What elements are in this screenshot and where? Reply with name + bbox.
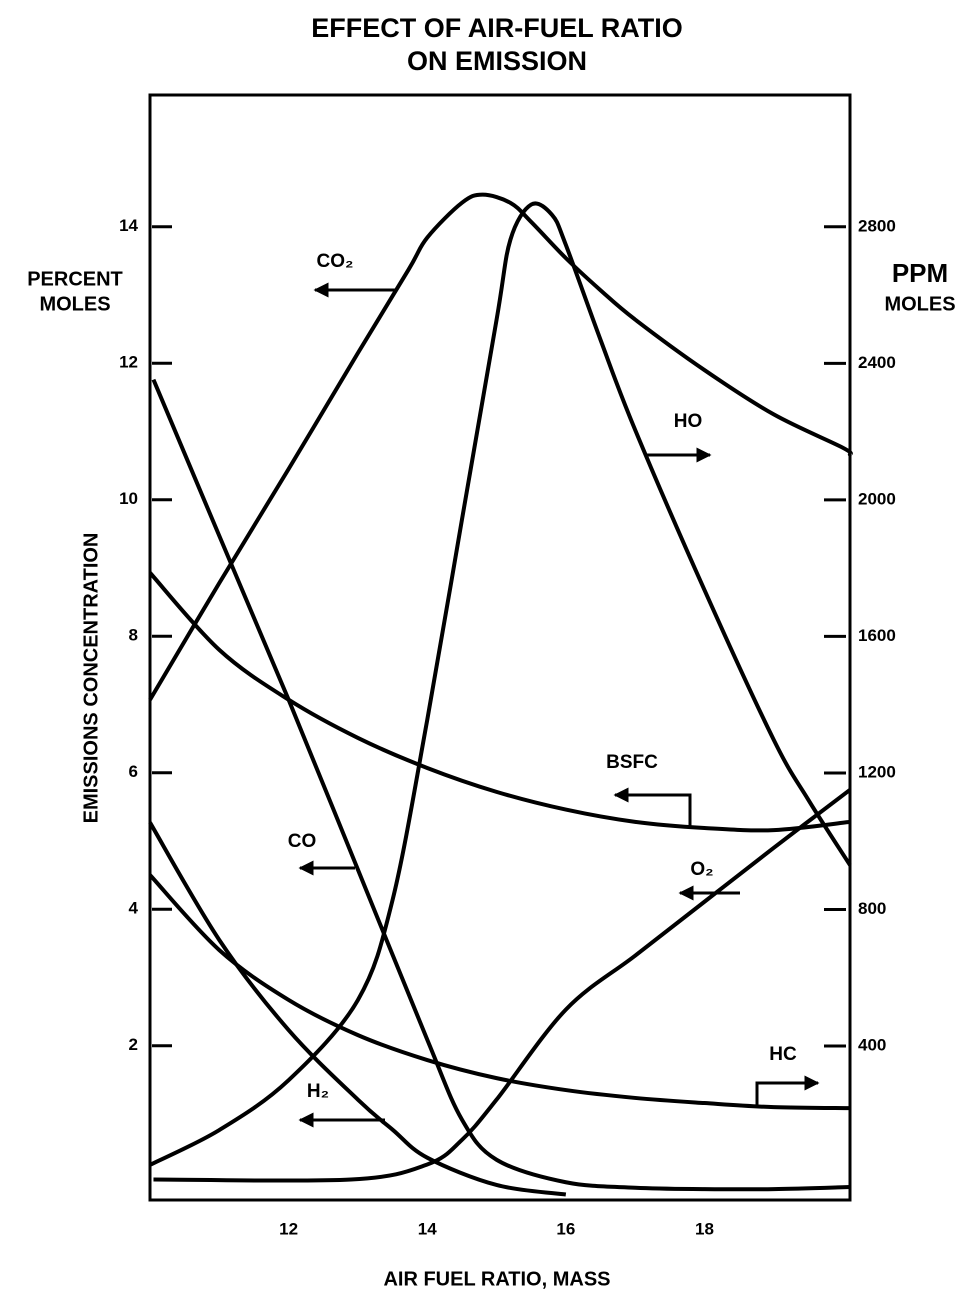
series-label: CO <box>288 831 317 852</box>
series-label: HO <box>674 411 703 432</box>
series-line <box>148 821 567 1197</box>
series-line <box>151 378 851 1192</box>
series-label: BSFC <box>606 752 658 773</box>
series-label: CO₂ <box>317 251 354 272</box>
y-tick-label: 2 <box>129 1035 138 1054</box>
y-axis-title: EMISSIONS CONCENTRATION <box>80 533 102 824</box>
y-unit: MOLES <box>39 293 110 315</box>
y-tick-label: 14 <box>119 216 138 235</box>
x-tick-label: 16 <box>556 1219 575 1238</box>
y2-tick-label: 1200 <box>858 762 896 781</box>
chart-title: ON EMISSION <box>407 46 587 76</box>
y-tick-label: 6 <box>129 762 138 781</box>
y2-unit: MOLES <box>884 293 955 315</box>
y2-tick-label: 400 <box>858 1036 886 1055</box>
x-axis-title: AIR FUEL RATIO, MASS <box>383 1268 610 1290</box>
y2-unit: PPM <box>892 258 948 288</box>
series-line <box>148 873 851 1111</box>
x-tick-label: 14 <box>418 1219 437 1238</box>
chart-title: EFFECT OF AIR-FUEL RATIO <box>311 13 682 43</box>
y2-tick-label: 2400 <box>858 353 896 372</box>
y2-tick-label: 800 <box>858 899 886 918</box>
series-line <box>148 571 851 833</box>
y2-tick-label: 2800 <box>858 216 896 235</box>
y-unit: PERCENT <box>27 268 123 290</box>
y-tick-label: 8 <box>129 626 138 645</box>
series-label: HC <box>769 1044 797 1065</box>
series-label: O₂ <box>690 859 713 880</box>
y2-tick-label: 1600 <box>858 626 896 645</box>
series-line <box>148 192 853 701</box>
y-tick-label: 4 <box>129 899 139 918</box>
series-line <box>149 201 852 1167</box>
plot-frame <box>148 93 852 1202</box>
series-label: H₂ <box>307 1081 329 1102</box>
y-tick-label: 12 <box>119 353 138 372</box>
series-arrow <box>613 787 692 828</box>
x-tick-label: 18 <box>695 1219 714 1238</box>
x-tick-label: 12 <box>279 1219 298 1238</box>
series-arrow <box>755 1075 820 1105</box>
y-tick-label: 10 <box>119 489 138 508</box>
series-line <box>153 788 852 1183</box>
y2-tick-label: 2000 <box>858 489 896 508</box>
